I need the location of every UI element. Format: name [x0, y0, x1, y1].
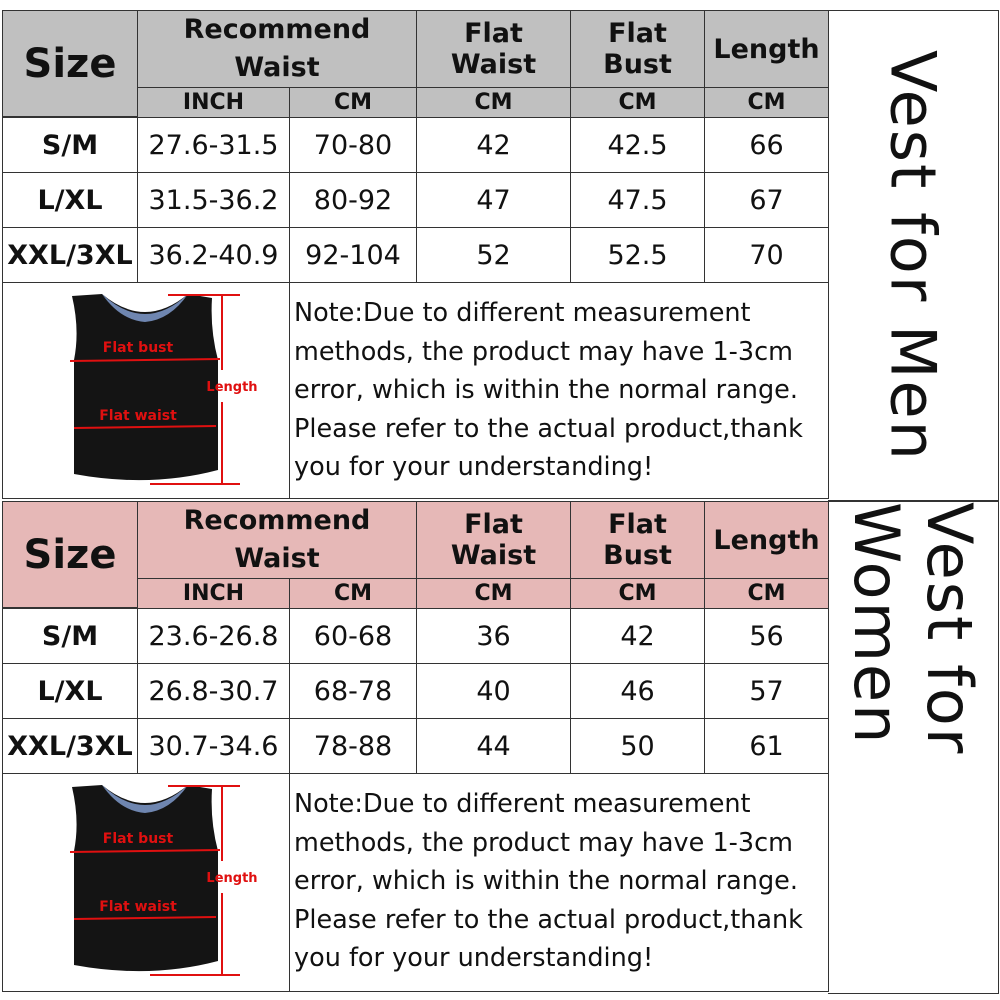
flat-waist-label: Flat waist: [99, 899, 177, 915]
flat-waist-header: Flat Waist: [416, 501, 571, 579]
flat-bust-label: Flat bust: [103, 831, 174, 847]
table-cell-size: L/XL: [2, 172, 138, 228]
table-cell-cm: 68-78: [289, 663, 417, 719]
table-cell-cm: 60-68: [289, 608, 417, 664]
note-line: Note:Due to different measurement: [294, 789, 751, 819]
table-cell-inch: 31.5-36.2: [137, 172, 290, 228]
flat-bust-label: Flat bust: [103, 340, 174, 356]
unit-header: CM: [570, 87, 705, 118]
flat-bust-header: Flat Bust: [570, 10, 705, 88]
table-cell-flat-waist: 40: [416, 663, 571, 719]
unit-header: CM: [704, 87, 829, 118]
table-cell-inch: 26.8-30.7: [137, 663, 290, 719]
table-cell-size: XXL/3XL: [2, 718, 138, 774]
unit-header: CM: [416, 578, 571, 609]
flat-waist-header: Flat Waist: [416, 10, 571, 88]
table-cell-flat-waist: 52: [416, 227, 571, 283]
note-line: Please refer to the actual product,thank: [294, 413, 803, 444]
table-cell-flat-bust: 47.5: [570, 172, 705, 228]
unit-header: CM: [570, 578, 705, 609]
flat-waist-label: Flat waist: [99, 408, 177, 424]
table-cell-flat-waist: 44: [416, 718, 571, 774]
table-cell-size: L/XL: [2, 663, 138, 719]
table-cell-size: S/M: [2, 117, 138, 173]
unit-header: CM: [704, 578, 829, 609]
table-cell-length: 70: [704, 227, 829, 283]
table-cell-inch: 23.6-26.8: [137, 608, 290, 664]
note-text: Note:Due to different measurement methods…: [294, 785, 803, 978]
note-line: methods, the product may have 1-3cm: [294, 336, 793, 367]
note-cell: [289, 282, 829, 499]
table-cell-length: 67: [704, 172, 829, 228]
note-line: you for your understanding!: [294, 943, 654, 973]
note-line: you for your understanding!: [294, 452, 654, 482]
table-cell-cm: 92-104: [289, 227, 417, 283]
table-cell-size: S/M: [2, 608, 138, 664]
length-label: Length: [206, 871, 257, 886]
table-cell-size: XXL/3XL: [2, 227, 138, 283]
table-cell-flat-bust: 42: [570, 608, 705, 664]
table-cell-cm: 70-80: [289, 117, 417, 173]
table-cell-flat-bust: 52.5: [570, 227, 705, 283]
note-line: error, which is within the normal range.: [294, 866, 798, 896]
note-text: Note:Due to different measurement methods…: [294, 294, 803, 487]
table-cell-flat-waist: 36: [416, 608, 571, 664]
length-header: Length: [704, 501, 829, 579]
table-cell-cm: 80-92: [289, 172, 417, 228]
table-cell-length: 57: [704, 663, 829, 719]
table-cell-length: 61: [704, 718, 829, 774]
note-line: Please refer to the actual product,thank: [294, 904, 803, 935]
section-title: Vest for Women: [828, 501, 999, 994]
vest-lining: [102, 785, 188, 813]
table-cell-flat-bust: 46: [570, 663, 705, 719]
table-cell-flat-waist: 42: [416, 117, 571, 173]
length-header: Length: [704, 10, 829, 88]
table-cell-cm: 78-88: [289, 718, 417, 774]
recommend-waist-header: Recommend Waist: [137, 501, 417, 579]
unit-header: CM: [416, 87, 571, 118]
table-cell-flat-waist: 47: [416, 172, 571, 228]
note-line: methods, the product may have 1-3cm: [294, 827, 793, 858]
table-cell-inch: 30.7-34.6: [137, 718, 290, 774]
vest-shape: [72, 294, 218, 481]
note-line: error, which is within the normal range.: [294, 375, 798, 405]
note-line: Note:Due to different measurement: [294, 298, 751, 328]
table-cell-inch: 27.6-31.5: [137, 117, 290, 173]
table-cell-flat-bust: 50: [570, 718, 705, 774]
unit-header: INCH: [137, 87, 290, 118]
unit-header: INCH: [137, 578, 290, 609]
table-cell-flat-bust: 42.5: [570, 117, 705, 173]
vest-diagram: Flat bust Flat waist Length: [69, 785, 258, 976]
vest-diagram: Flat bust Flat waist Length: [69, 294, 258, 485]
vest-lining: [102, 294, 188, 322]
vest-shape: [72, 785, 218, 972]
table-cell-length: 56: [704, 608, 829, 664]
table-cell-length: 66: [704, 117, 829, 173]
size-header: Size: [2, 10, 138, 117]
section-title: Vest for Men: [828, 10, 999, 501]
unit-header: CM: [289, 578, 417, 609]
table-cell-inch: 36.2-40.9: [137, 227, 290, 283]
recommend-waist-header: Recommend Waist: [137, 10, 417, 88]
flat-bust-header: Flat Bust: [570, 501, 705, 579]
note-cell: [289, 773, 829, 992]
unit-header: CM: [289, 87, 417, 118]
size-header: Size: [2, 501, 138, 608]
length-label: Length: [206, 380, 257, 395]
